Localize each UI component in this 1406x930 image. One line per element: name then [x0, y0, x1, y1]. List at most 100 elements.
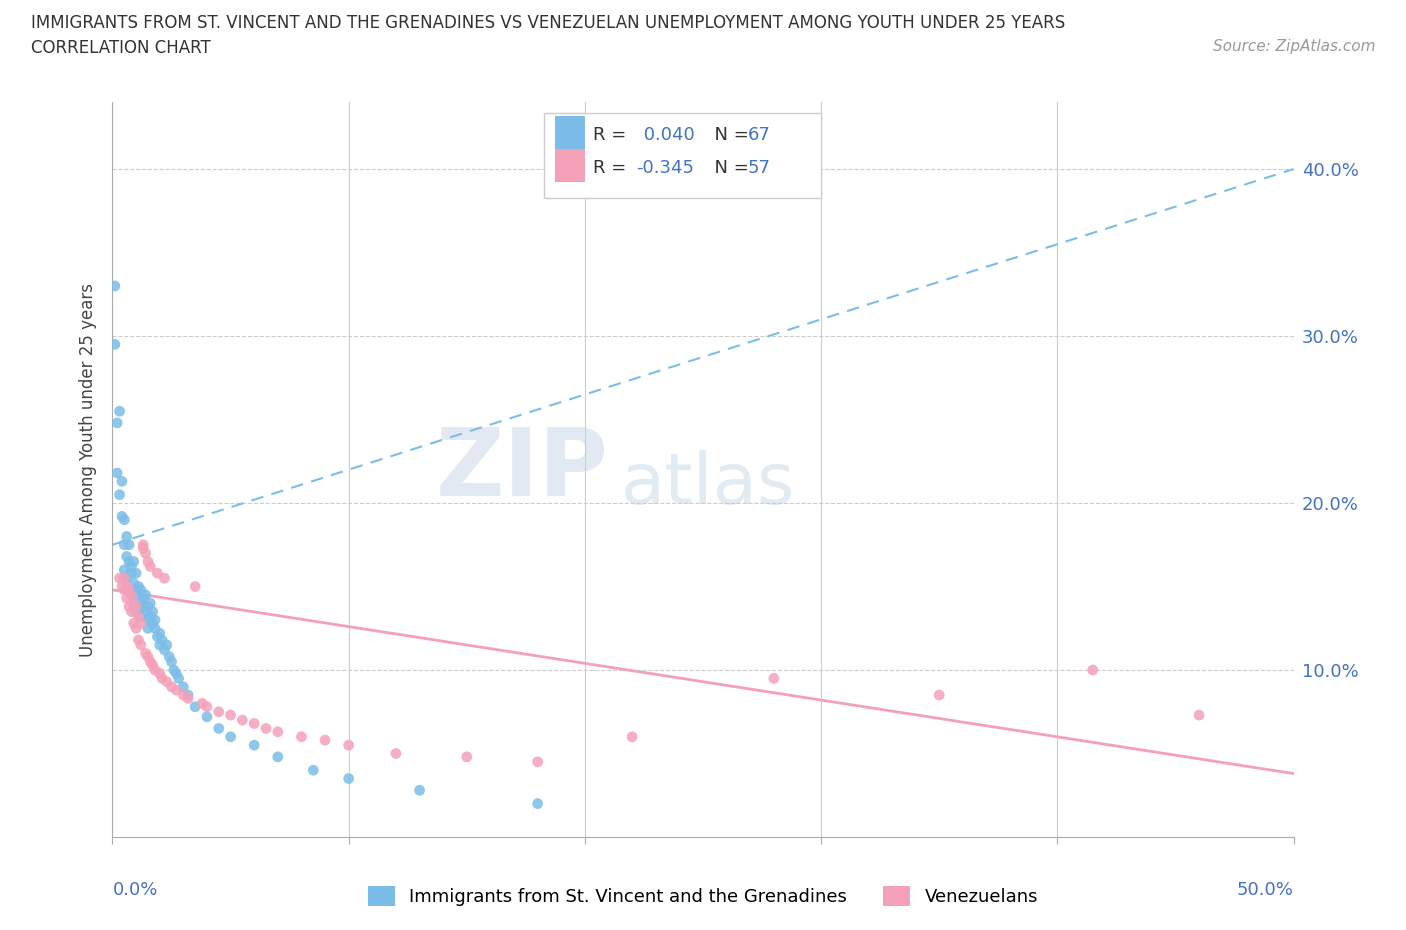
Point [157, 649, 180, 664]
Point [150, 632, 173, 647]
Point [142, 616, 165, 631]
Point [112, 538, 135, 552]
Point [104, 278, 127, 293]
Point [153, 643, 176, 658]
Point [1188, 708, 1211, 723]
Point [142, 658, 165, 672]
Y-axis label: Unemployment Among Youth under 25 years: Unemployment Among Youth under 25 years [79, 283, 97, 657]
Point [129, 596, 152, 611]
Point [136, 613, 159, 628]
Point [1081, 662, 1104, 677]
Point [127, 579, 149, 594]
Point [129, 616, 152, 631]
Text: -0.345: -0.345 [636, 159, 693, 178]
Point [118, 582, 141, 597]
Point [125, 604, 148, 619]
Point [135, 604, 157, 619]
Point [105, 416, 128, 431]
Point [219, 708, 242, 723]
Point [184, 579, 207, 594]
FancyBboxPatch shape [544, 113, 821, 198]
Point [118, 538, 141, 552]
Point [231, 712, 253, 727]
Text: 57: 57 [748, 159, 770, 178]
Point [172, 679, 194, 694]
Point [160, 679, 183, 694]
Text: 0.0%: 0.0% [112, 881, 157, 899]
Point [408, 783, 430, 798]
Point [195, 699, 218, 714]
Point [115, 579, 138, 594]
Point [526, 754, 548, 769]
Point [149, 626, 172, 641]
Point [314, 733, 336, 748]
Text: CORRELATION CHART: CORRELATION CHART [31, 39, 211, 57]
Point [290, 729, 312, 744]
Point [129, 638, 152, 653]
Point [136, 599, 159, 614]
Point [129, 609, 152, 624]
Text: 50.0%: 50.0% [1237, 881, 1294, 899]
Point [146, 630, 169, 644]
Text: atlas: atlas [620, 450, 794, 519]
Point [108, 487, 131, 502]
Point [163, 662, 186, 677]
Point [111, 509, 134, 524]
Point [112, 512, 135, 527]
Text: R =: R = [593, 159, 633, 178]
Point [621, 729, 644, 744]
Point [160, 654, 183, 669]
Point [108, 571, 131, 586]
Point [135, 546, 157, 561]
Point [167, 671, 190, 685]
Point [104, 337, 127, 352]
Point [127, 609, 149, 624]
Point [122, 596, 145, 611]
Point [115, 591, 138, 605]
Point [120, 588, 142, 603]
Text: N =: N = [703, 126, 755, 144]
Text: 67: 67 [748, 126, 770, 144]
Point [172, 687, 194, 702]
Point [122, 554, 145, 569]
Point [149, 638, 172, 653]
Point [177, 691, 200, 706]
Point [302, 763, 325, 777]
Point [143, 613, 166, 628]
Point [115, 571, 138, 586]
Point [184, 699, 207, 714]
Point [136, 554, 159, 569]
Point [120, 565, 142, 580]
Point [149, 666, 172, 681]
Point [139, 609, 162, 624]
Point [122, 596, 145, 611]
Point [111, 579, 134, 594]
Point [136, 621, 159, 636]
Point [120, 559, 142, 574]
Point [125, 599, 148, 614]
Text: IMMIGRANTS FROM ST. VINCENT AND THE GRENADINES VS VENEZUELAN UNEMPLOYMENT AMONG : IMMIGRANTS FROM ST. VINCENT AND THE GREN… [31, 14, 1066, 32]
Point [219, 729, 242, 744]
Point [139, 654, 162, 669]
Point [267, 750, 290, 764]
Point [127, 632, 149, 647]
Point [105, 466, 128, 481]
Point [132, 599, 155, 614]
Point [165, 666, 187, 681]
Point [191, 696, 214, 711]
FancyBboxPatch shape [555, 115, 585, 149]
Point [456, 750, 478, 764]
Text: ZIP: ZIP [436, 424, 609, 515]
Point [526, 796, 548, 811]
Point [112, 571, 135, 586]
Point [125, 565, 148, 580]
Point [337, 771, 360, 786]
Point [762, 671, 785, 685]
Point [165, 683, 187, 698]
Point [118, 554, 141, 569]
Point [115, 549, 138, 564]
Point [267, 724, 290, 739]
Point [120, 604, 142, 619]
Point [337, 737, 360, 752]
Point [156, 638, 179, 653]
